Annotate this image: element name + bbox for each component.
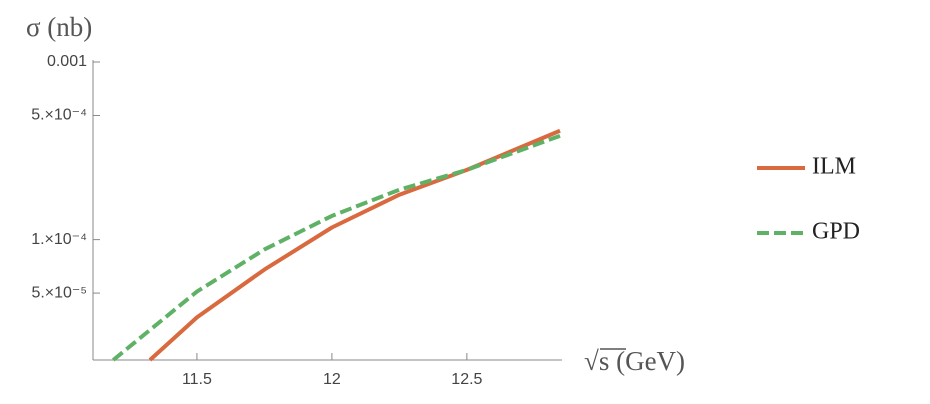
x-tick-label: 11.5 [182,371,212,388]
legend-label: ILM [812,154,856,180]
y-tick-label: 5.×10⁻⁴ [31,107,87,124]
series-line [148,128,561,362]
series-line [111,133,561,362]
y-axis-label: σ (nb) [26,12,92,42]
y-tick-label: 1.×10⁻⁴ [31,231,87,248]
y-tick-label: 5.×10⁻⁵ [31,284,87,301]
legend-label: GPD [812,219,860,245]
y-tick-label: 0.001 [47,53,87,70]
x-tick-label: 12 [323,371,341,388]
x-axis-label: √s (GeV) [584,346,685,376]
x-tick-label: 12.5 [451,371,482,388]
